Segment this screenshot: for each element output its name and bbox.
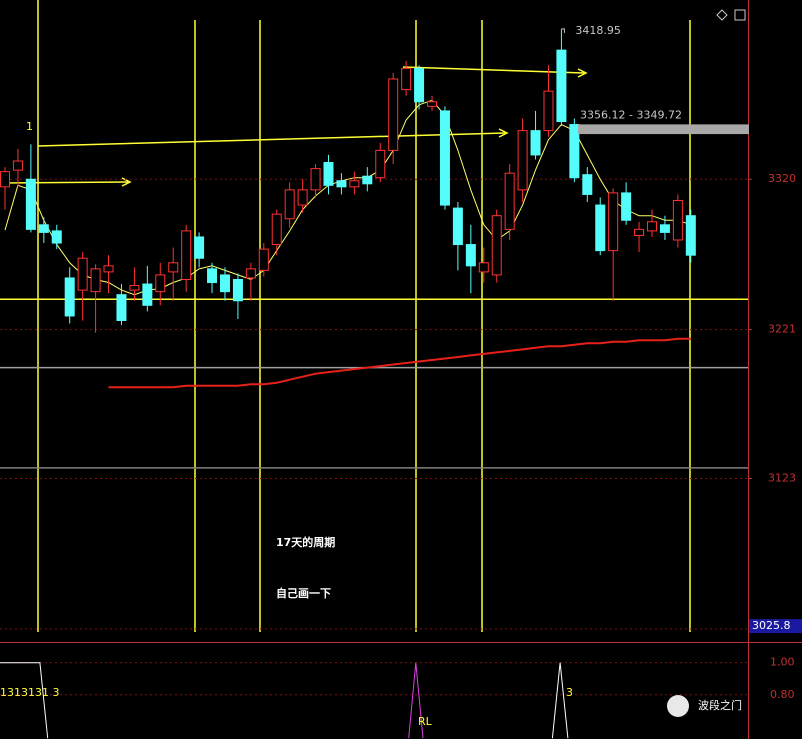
- candle-body: [245, 268, 256, 279]
- indicator-line: [408, 662, 424, 739]
- price-marker-box: [749, 619, 802, 634]
- candle-body: [452, 207, 463, 246]
- candle-body: [595, 204, 606, 252]
- indicator-text: 1313131 3: [0, 686, 60, 699]
- candle-body: [439, 110, 450, 206]
- range-box: [578, 124, 749, 135]
- candle-body: [38, 224, 49, 233]
- candle-body: [530, 130, 541, 156]
- trend-arrows: [0, 66, 588, 187]
- candle-body: [582, 174, 593, 195]
- candle-body: [258, 248, 269, 271]
- wave-label: 1: [26, 120, 33, 133]
- candle-body: [77, 257, 88, 291]
- candle-body: [375, 149, 386, 179]
- watermark-icon: [667, 695, 689, 717]
- candle-body: [685, 215, 696, 256]
- candle-body: [427, 101, 438, 107]
- candle-body: [271, 213, 282, 246]
- candle-body: [388, 78, 399, 151]
- candle-body: [504, 172, 515, 230]
- price-marker-label: 3025.8: [752, 619, 791, 632]
- candle-body: [401, 67, 412, 91]
- candle-body: [491, 215, 502, 276]
- candle-body: [478, 262, 489, 273]
- annotation: 自己画一下: [276, 586, 331, 600]
- candle-body: [556, 49, 567, 123]
- candle-body: [219, 274, 230, 293]
- window-icons: [716, 9, 746, 21]
- y-tick-label: 0.80: [770, 688, 795, 701]
- arrow: [402, 66, 585, 74]
- y-tick-label: 1.00: [770, 656, 795, 669]
- candle-body: [323, 162, 334, 186]
- indicator-line: [551, 662, 569, 739]
- annotation: 17天的周期: [276, 535, 335, 549]
- candle-body: [517, 130, 528, 191]
- candle-body: [194, 236, 205, 259]
- candle-body: [51, 230, 62, 244]
- candle-body: [181, 230, 192, 280]
- candle-body: [672, 200, 683, 241]
- candle-body: [232, 278, 243, 302]
- candle-body: [12, 160, 23, 171]
- candle-body: [543, 90, 554, 132]
- candle-body: [569, 124, 580, 179]
- y-tick-label: 3320: [768, 172, 796, 185]
- candle-body: [116, 294, 127, 322]
- high-label: 3418.95: [575, 24, 621, 37]
- candle-body: [297, 189, 308, 206]
- candle-body: [310, 168, 321, 191]
- candle-body: [90, 268, 101, 293]
- candle-body: [621, 192, 632, 221]
- candle-body: [465, 244, 476, 267]
- candle-body: [659, 224, 670, 233]
- icon[interactable]: [716, 9, 728, 21]
- candle-body: [647, 221, 657, 232]
- arrow-head: [121, 177, 132, 187]
- candle-body: [25, 178, 36, 230]
- cycle-lines: [37, 0, 691, 632]
- indicator-text: 3: [566, 686, 573, 699]
- candle-body: [362, 175, 373, 185]
- candle-body: [336, 180, 347, 188]
- indicator-line: [0, 662, 49, 739]
- candle-body: [155, 274, 166, 293]
- candle-body: [0, 171, 10, 188]
- arrow-head: [577, 68, 588, 78]
- arrow: [37, 132, 506, 147]
- candle-body: [349, 180, 360, 188]
- candle-body: [608, 192, 619, 252]
- range-label: 3356.12 - 3349.72: [580, 108, 682, 121]
- candle-body: [142, 283, 153, 306]
- y-tick-label: 3123: [768, 471, 796, 484]
- icon[interactable]: [734, 9, 746, 21]
- candle-body: [284, 189, 295, 220]
- y-tick-label: 3221: [768, 323, 796, 336]
- candle-body: [129, 285, 140, 291]
- arrow-head: [498, 128, 509, 138]
- ma-line: [108, 337, 691, 389]
- candle-body: [634, 228, 645, 236]
- candle-body: [64, 277, 75, 317]
- watermark: 波段之门: [698, 698, 742, 712]
- candle-body: [207, 268, 218, 284]
- indicator-text: RL: [418, 715, 433, 728]
- candle-body: [103, 265, 114, 273]
- high-pointer: [561, 28, 565, 33]
- candle-body: [168, 262, 179, 273]
- candle-body: [414, 67, 425, 103]
- arrow: [0, 181, 129, 184]
